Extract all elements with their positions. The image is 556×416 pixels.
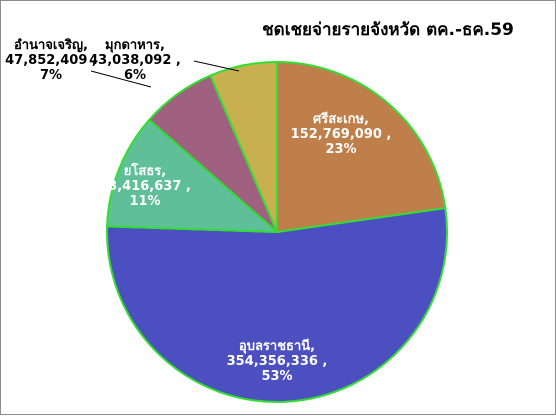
leader-line-5 bbox=[194, 61, 239, 71]
data-label-4: อำนาจเจริญ, 47,852,409 , 7% bbox=[5, 37, 97, 83]
chart-title: ชดเชยจ่ายรายจังหวัด ตค.-ธค.59 bbox=[262, 20, 514, 40]
data-label-5: มุกดาหาร, 43,038,092 , 6% bbox=[89, 38, 181, 83]
pie-slice-1 bbox=[277, 62, 445, 232]
